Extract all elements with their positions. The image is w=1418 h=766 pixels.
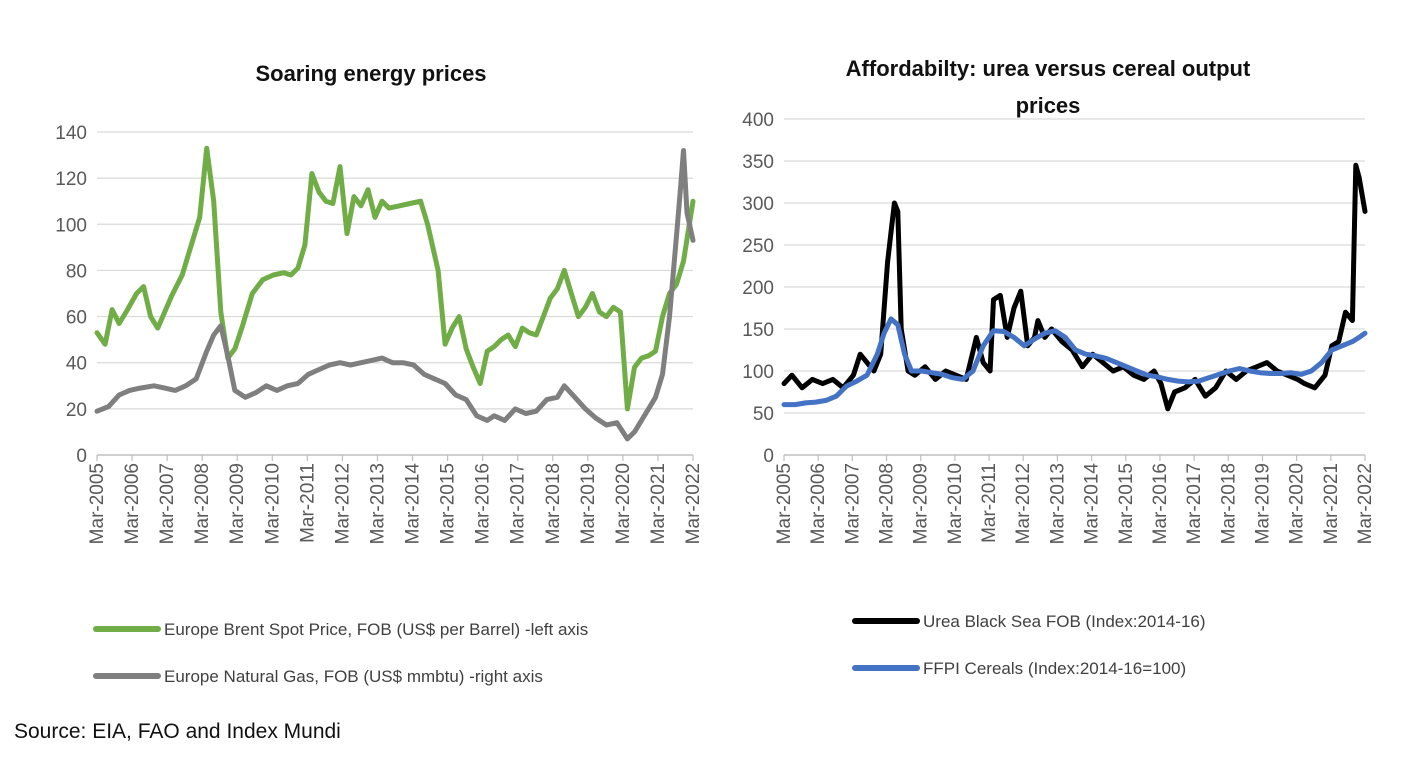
x-tick-label: Mar-2015 — [438, 463, 459, 544]
chart-title-line2: prices — [1016, 93, 1081, 118]
x-tick-label: Mar-2011 — [297, 463, 318, 543]
x-tick-label: Mar-2012 — [1013, 463, 1034, 544]
x-tick-label: Mar-2017 — [508, 463, 529, 544]
x-tick-label: Mar-2007 — [842, 463, 863, 544]
left-chart-panel: Soaring energy prices 0 20 40 60 80 100 120 140… — [0, 0, 709, 700]
right-chart-panel: Affordabilty: urea versus cereal output … — [709, 0, 1418, 700]
x-tick-label: Mar-2008 — [192, 463, 213, 544]
x-tick-label: Mar-2019 — [578, 463, 599, 544]
y-tick-label: 80 — [66, 261, 87, 282]
y-tick-label: 100 — [742, 362, 774, 383]
y-tick-label: 200 — [742, 278, 774, 299]
x-tick-label: Mar-2013 — [367, 463, 388, 544]
y-tick-label: 50 — [753, 404, 774, 425]
y-tick-label: 150 — [742, 320, 774, 341]
x-tick-label: Mar-2007 — [157, 463, 178, 544]
x-tick-label: Mar-2009 — [227, 463, 248, 544]
chart-title: Soaring energy prices — [255, 61, 486, 86]
series-line — [781, 316, 1368, 408]
legend-label: Europe Natural Gas, FOB (US$ mmbtu) -rig… — [164, 667, 543, 686]
x-tick-label: Mar-2017 — [1184, 463, 1205, 544]
y-tick-label: 0 — [76, 446, 87, 467]
x-tick-label: Mar-2015 — [1116, 463, 1137, 544]
x-tick-label: Mar-2022 — [683, 463, 704, 544]
x-tick-label: Mar-2014 — [1082, 463, 1103, 545]
y-tick-label: 40 — [66, 354, 87, 375]
legend-label: Europe Brent Spot Price, FOB (US$ per Ba… — [164, 620, 588, 639]
x-tick-label: Mar-2016 — [473, 463, 494, 544]
chart-title-line1: Affordabilty: urea versus cereal output — [846, 56, 1251, 81]
legend-label: FFPI Cereals (Index:2014-16=100) — [923, 659, 1186, 678]
source-note: Source: EIA, FAO and Index Mundi — [14, 720, 341, 743]
series-line — [94, 145, 696, 412]
y-tick-label: 250 — [742, 236, 774, 257]
y-tick-label: 300 — [742, 194, 774, 215]
x-tick-label: Mar-2018 — [1218, 463, 1239, 544]
x-tick-label: Mar-2006 — [808, 463, 829, 544]
x-tick-label: Mar-2005 — [774, 463, 795, 544]
x-tick-label: Mar-2008 — [877, 463, 898, 544]
x-tick-label: Mar-2010 — [945, 463, 966, 544]
affordability-chart: Affordabilty: urea versus cereal output … — [742, 56, 1376, 678]
series-line — [94, 148, 696, 442]
y-tick-label: 140 — [55, 123, 87, 144]
x-tick-label: Mar-2021 — [648, 463, 669, 544]
energy-prices-chart: Soaring energy prices 0 20 40 60 80 100 120 140… — [55, 61, 704, 686]
y-tick-label: 60 — [66, 308, 87, 329]
x-tick-label: Mar-2005 — [87, 463, 108, 544]
x-tick-label: Mar-2010 — [262, 463, 283, 544]
legend-label: Urea Black Sea FOB (Index:2014-16) — [923, 612, 1206, 631]
x-tick-label: Mar-2016 — [1150, 463, 1171, 544]
x-tick-label: Mar-2011 — [979, 463, 1000, 543]
x-tick-label: Mar-2013 — [1047, 463, 1068, 544]
y-tick-label: 400 — [742, 110, 774, 131]
x-tick-label: Mar-2014 — [403, 463, 424, 545]
x-tick-label: Mar-2012 — [332, 463, 353, 544]
x-tick-label: Mar-2019 — [1252, 463, 1273, 544]
y-tick-label: 100 — [55, 215, 87, 236]
x-tick-label: Mar-2006 — [122, 463, 143, 544]
y-tick-label: 350 — [742, 152, 774, 173]
y-tick-label: 0 — [763, 446, 774, 467]
x-tick-label: Mar-2009 — [911, 463, 932, 544]
x-tick-label: Mar-2021 — [1321, 463, 1342, 544]
x-tick-label: Mar-2018 — [543, 463, 564, 544]
x-tick-label: Mar-2020 — [613, 463, 634, 544]
x-tick-label: Mar-2022 — [1355, 463, 1376, 544]
y-tick-label: 120 — [55, 169, 87, 190]
x-tick-label: Mar-2020 — [1287, 463, 1308, 544]
y-tick-label: 20 — [66, 400, 87, 421]
